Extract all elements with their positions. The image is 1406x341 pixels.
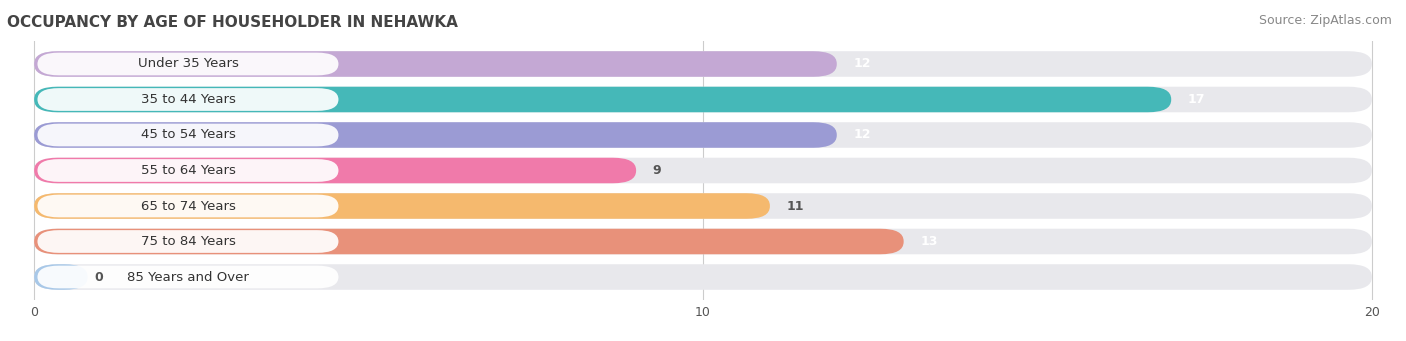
Text: 55 to 64 Years: 55 to 64 Years [141,164,235,177]
FancyBboxPatch shape [34,229,904,254]
FancyBboxPatch shape [38,88,339,111]
FancyBboxPatch shape [38,230,339,253]
FancyBboxPatch shape [38,159,339,182]
FancyBboxPatch shape [34,51,837,77]
FancyBboxPatch shape [34,122,837,148]
FancyBboxPatch shape [34,87,1171,112]
FancyBboxPatch shape [38,124,339,146]
FancyBboxPatch shape [34,264,87,290]
FancyBboxPatch shape [34,87,1372,112]
FancyBboxPatch shape [38,266,339,288]
FancyBboxPatch shape [34,264,1372,290]
Text: 75 to 84 Years: 75 to 84 Years [141,235,235,248]
Text: 11: 11 [786,199,804,212]
FancyBboxPatch shape [34,193,770,219]
Text: 35 to 44 Years: 35 to 44 Years [141,93,235,106]
FancyBboxPatch shape [34,229,1372,254]
FancyBboxPatch shape [38,53,339,75]
Text: 0: 0 [94,270,103,283]
FancyBboxPatch shape [34,158,636,183]
Text: 13: 13 [921,235,938,248]
Text: Under 35 Years: Under 35 Years [138,58,239,71]
FancyBboxPatch shape [34,158,1372,183]
Text: 45 to 54 Years: 45 to 54 Years [141,129,235,142]
Text: Source: ZipAtlas.com: Source: ZipAtlas.com [1258,14,1392,27]
FancyBboxPatch shape [34,193,1372,219]
FancyBboxPatch shape [34,51,1372,77]
FancyBboxPatch shape [34,122,1372,148]
Text: 85 Years and Over: 85 Years and Over [127,270,249,283]
Text: 9: 9 [652,164,661,177]
Text: 12: 12 [853,129,870,142]
Text: 65 to 74 Years: 65 to 74 Years [141,199,235,212]
Text: 12: 12 [853,58,870,71]
Text: 17: 17 [1188,93,1205,106]
FancyBboxPatch shape [38,195,339,217]
Text: OCCUPANCY BY AGE OF HOUSEHOLDER IN NEHAWKA: OCCUPANCY BY AGE OF HOUSEHOLDER IN NEHAW… [7,15,458,30]
